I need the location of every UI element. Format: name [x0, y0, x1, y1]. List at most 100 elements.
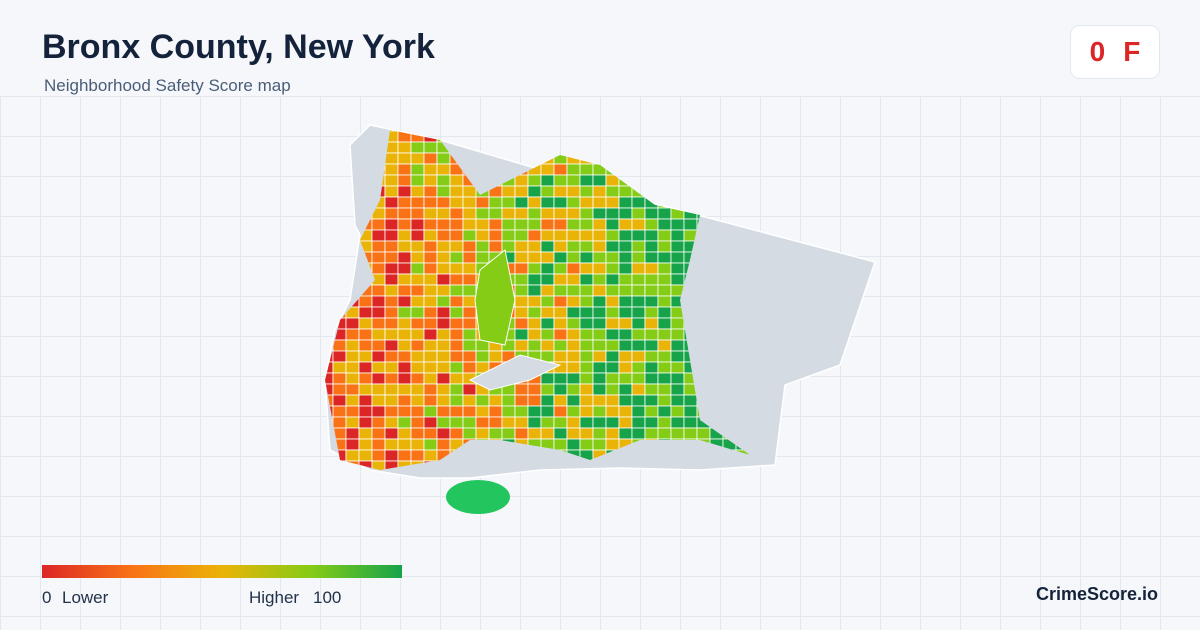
neighborhood — [462, 240, 477, 253]
neighborhood — [553, 383, 568, 396]
neighborhood — [410, 438, 425, 451]
neighborhood — [423, 185, 438, 198]
neighborhood — [325, 185, 334, 198]
neighborhood — [566, 273, 581, 286]
neighborhood — [397, 152, 412, 165]
neighborhood — [384, 273, 399, 286]
neighborhood — [358, 416, 373, 429]
neighborhood — [449, 350, 464, 363]
neighborhood — [579, 130, 594, 132]
neighborhood — [657, 207, 672, 220]
neighborhood — [397, 350, 412, 363]
neighborhood — [410, 416, 425, 429]
neighborhood — [384, 240, 399, 253]
neighborhood — [514, 207, 529, 220]
neighborhood — [527, 196, 542, 209]
neighborhood — [579, 240, 594, 253]
neighborhood — [371, 339, 386, 352]
neighborhood — [709, 196, 724, 209]
neighborhood — [579, 185, 594, 198]
neighborhood — [397, 251, 412, 264]
neighborhood — [579, 284, 594, 297]
neighborhood — [462, 196, 477, 209]
neighborhood — [397, 240, 412, 253]
neighborhood — [527, 273, 542, 286]
neighborhood — [644, 284, 659, 297]
neighborhood — [449, 317, 464, 330]
neighborhood — [345, 427, 360, 440]
neighborhood — [384, 207, 399, 220]
neighborhood — [579, 163, 594, 176]
neighborhood — [657, 284, 672, 297]
neighborhood — [449, 339, 464, 352]
neighborhood — [332, 394, 347, 407]
neighborhood — [592, 339, 607, 352]
neighborhood — [423, 449, 438, 462]
neighborhood — [410, 130, 425, 132]
neighborhood — [475, 405, 490, 418]
neighborhood — [540, 141, 555, 154]
neighborhood — [423, 350, 438, 363]
neighborhood — [644, 306, 659, 319]
neighborhood — [397, 427, 412, 440]
legend-min: 0 — [42, 588, 52, 607]
neighborhood — [566, 383, 581, 396]
neighborhood — [397, 185, 412, 198]
neighborhood — [592, 229, 607, 242]
neighborhood — [449, 394, 464, 407]
neighborhood — [683, 405, 698, 418]
neighborhood — [605, 328, 620, 341]
neighborhood — [670, 317, 685, 330]
neighborhood — [501, 141, 516, 154]
neighborhood — [605, 427, 620, 440]
neighborhood — [423, 141, 438, 154]
neighborhood — [683, 427, 698, 440]
neighborhood — [605, 229, 620, 242]
neighborhood — [566, 207, 581, 220]
neighborhood — [475, 427, 490, 440]
neighborhood — [371, 251, 386, 264]
neighborhood — [709, 174, 724, 187]
neighborhood — [670, 141, 685, 154]
neighborhood — [579, 394, 594, 407]
neighborhood — [436, 262, 451, 275]
neighborhood — [631, 328, 646, 341]
neighborhood — [553, 207, 568, 220]
neighborhood — [566, 130, 581, 143]
neighborhood — [410, 394, 425, 407]
neighborhood — [735, 196, 750, 209]
neighborhood — [579, 350, 594, 363]
neighborhood — [527, 218, 542, 231]
neighborhood — [657, 240, 672, 253]
neighborhood — [644, 361, 659, 374]
neighborhood — [553, 394, 568, 407]
neighborhood — [644, 273, 659, 286]
neighborhood — [358, 317, 373, 330]
neighborhood — [540, 394, 555, 407]
neighborhood — [410, 141, 425, 154]
neighborhood — [345, 394, 360, 407]
neighborhood — [527, 130, 542, 143]
neighborhood — [528, 472, 541, 483]
neighborhood — [410, 295, 425, 308]
neighborhood — [423, 339, 438, 352]
neighborhood — [644, 130, 659, 132]
neighborhood — [436, 251, 451, 264]
neighborhood — [423, 163, 438, 176]
neighborhood — [657, 130, 672, 132]
neighborhood — [618, 317, 633, 330]
neighborhood — [618, 141, 633, 154]
neighborhood — [514, 339, 529, 352]
neighborhood — [618, 152, 633, 165]
neighborhood — [553, 174, 568, 187]
neighborhood — [436, 405, 451, 418]
neighborhood — [605, 361, 620, 374]
neighborhood — [436, 152, 451, 165]
neighborhood — [332, 350, 347, 363]
neighborhood — [436, 185, 451, 198]
neighborhood — [384, 350, 399, 363]
neighborhood — [657, 405, 672, 418]
neighborhood — [735, 174, 750, 187]
neighborhood — [592, 152, 607, 165]
